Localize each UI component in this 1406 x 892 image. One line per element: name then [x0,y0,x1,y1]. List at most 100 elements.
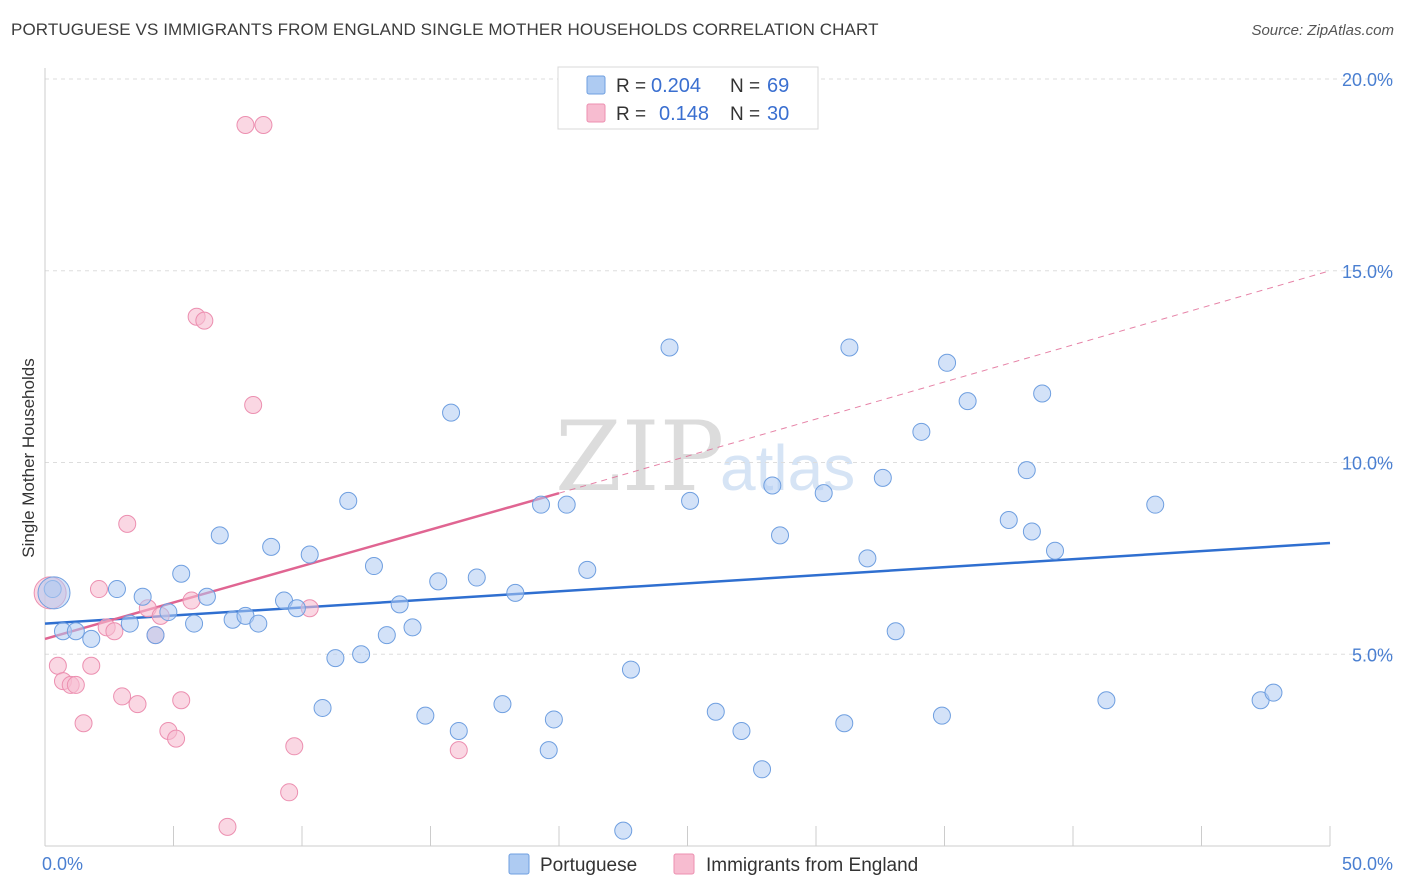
point-england-21 [195,311,214,330]
point-portuguese-8 [159,603,178,622]
chart-title: PORTUGUESE VS IMMIGRANTS FROM ENGLAND SI… [11,20,879,39]
y-axis-label: Single Mother Households [19,358,38,557]
series-portuguese [37,338,1283,840]
legend-n-value-0: 69 [767,75,789,97]
point-portuguese-4 [107,580,126,599]
point-portuguese-53 [873,468,892,487]
point-portuguese-29 [429,572,448,591]
point-portuguese-58 [958,392,977,411]
point-england-5 [74,714,93,733]
watermark: ZIP atlas [555,401,855,513]
point-portuguese-50 [835,714,854,733]
legend-bottom-label-portuguese: Portuguese [540,855,637,876]
point-portuguese-52 [858,549,877,568]
point-portuguese-47 [763,476,782,495]
point-portuguese-32 [467,568,486,587]
point-portuguese-38 [557,495,576,514]
watermark-zip: ZIP [555,401,724,513]
point-england-17 [167,729,186,748]
point-portuguese-57 [938,353,957,372]
point-portuguese-49 [814,484,833,503]
point-england-7 [89,580,108,599]
point-portuguese-24 [364,557,383,576]
point-portuguese-6 [133,587,152,606]
point-portuguese-20 [313,698,332,717]
point-portuguese-64 [1097,691,1116,710]
point-portuguese-39 [578,560,597,579]
point-portuguese-7 [146,626,165,645]
point-portuguese-21 [326,649,345,668]
point-england-9 [105,622,124,641]
watermark-atlas: atlas [720,432,855,504]
point-england-27 [285,737,304,756]
point-portuguese-3 [82,629,101,648]
point-portuguese-48 [771,526,790,545]
trend-line-england-extension [558,270,1331,494]
point-portuguese-46 [753,760,772,779]
legend-bottom-swatch-england [673,853,695,875]
point-portuguese-34 [506,583,525,602]
point-england-29 [449,741,468,760]
point-portuguese-65 [1146,495,1165,514]
point-portuguese-41 [621,660,640,679]
point-england-25 [254,116,273,135]
x-tick-label-0: 0.0% [42,854,83,874]
point-england-10 [113,687,132,706]
legend-swatch-portuguese [586,75,606,95]
point-portuguese-25 [377,626,396,645]
point-england-23 [236,116,255,135]
point-portuguese-42 [660,338,679,357]
point-portuguese-9 [172,564,191,583]
point-portuguese-15 [249,614,268,633]
point-portuguese-22 [339,491,358,510]
point-england-19 [182,591,201,610]
legend-bottom: Portuguese Immigrants from England [508,853,918,876]
y-tick-label-0: 5.0% [1352,645,1393,665]
point-england-6 [82,656,101,675]
point-portuguese-63 [1046,541,1065,560]
point-england-22 [218,817,237,836]
point-portuguese-59 [999,511,1018,530]
point-portuguese-2 [66,622,85,641]
legend-bottom-label-england: Immigrants from England [706,855,918,876]
point-portuguese-28 [416,706,435,725]
legend-r-label-0: R = [616,76,646,97]
point-england-1 [48,656,67,675]
point-portuguese-55 [912,422,931,441]
point-portuguese-43 [681,491,700,510]
axes [44,68,1331,847]
point-portuguese-11 [197,587,216,606]
point-portuguese-61 [1022,522,1041,541]
point-england-26 [280,783,299,802]
point-portuguese-56 [932,706,951,725]
point-portuguese-18 [287,599,306,618]
series-immigrants-from-england [33,116,468,836]
point-portuguese-23 [352,645,371,664]
point-portuguese-36 [539,741,558,760]
x-tick-labels: 0.0% 50.0% [42,854,1393,874]
point-portuguese-60 [1017,461,1036,480]
chart-source: Source: ZipAtlas.com [1251,22,1394,39]
legend-n-value-1: 30 [767,103,789,125]
point-portuguese-5 [120,614,139,633]
point-portuguese-62 [1033,384,1052,403]
point-portuguese-10 [185,614,204,633]
point-portuguese-26 [390,595,409,614]
point-portuguese-45 [732,721,751,740]
point-portuguese-19 [300,545,319,564]
legend-n-label-1: N = [730,104,760,125]
point-portuguese-12 [210,526,229,545]
y-tick-label-3: 20.0% [1342,70,1393,90]
point-portuguese-16 [262,537,281,556]
point-england-4 [66,675,85,694]
point-portuguese-44 [706,702,725,721]
point-england-12 [128,695,147,714]
point-portuguese-54 [886,622,905,641]
trend-line-portuguese [44,541,1331,625]
x-tick-label-1: 50.0% [1342,854,1393,874]
point-portuguese-27 [403,618,422,637]
y-tick-label-2: 15.0% [1342,262,1393,282]
point-england-11 [118,514,137,533]
trend-line-england [44,491,560,641]
